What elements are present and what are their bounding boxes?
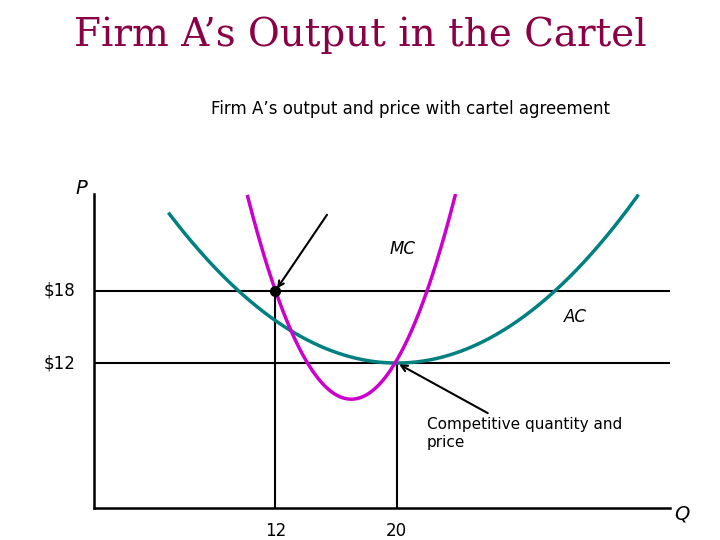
Text: $18: $18 (44, 282, 76, 300)
Text: Firm A’s output and price with cartel agreement: Firm A’s output and price with cartel ag… (211, 100, 610, 118)
Text: MC: MC (390, 240, 415, 258)
Text: Competitive quantity and
price: Competitive quantity and price (401, 366, 622, 450)
Text: 20: 20 (386, 522, 408, 540)
Text: Firm A’s Output in the Cartel: Firm A’s Output in the Cartel (73, 16, 647, 53)
Text: AC: AC (564, 308, 587, 326)
Text: $12: $12 (43, 354, 76, 372)
Text: P: P (76, 179, 87, 198)
Text: 12: 12 (265, 522, 286, 540)
Text: Q: Q (674, 504, 690, 523)
